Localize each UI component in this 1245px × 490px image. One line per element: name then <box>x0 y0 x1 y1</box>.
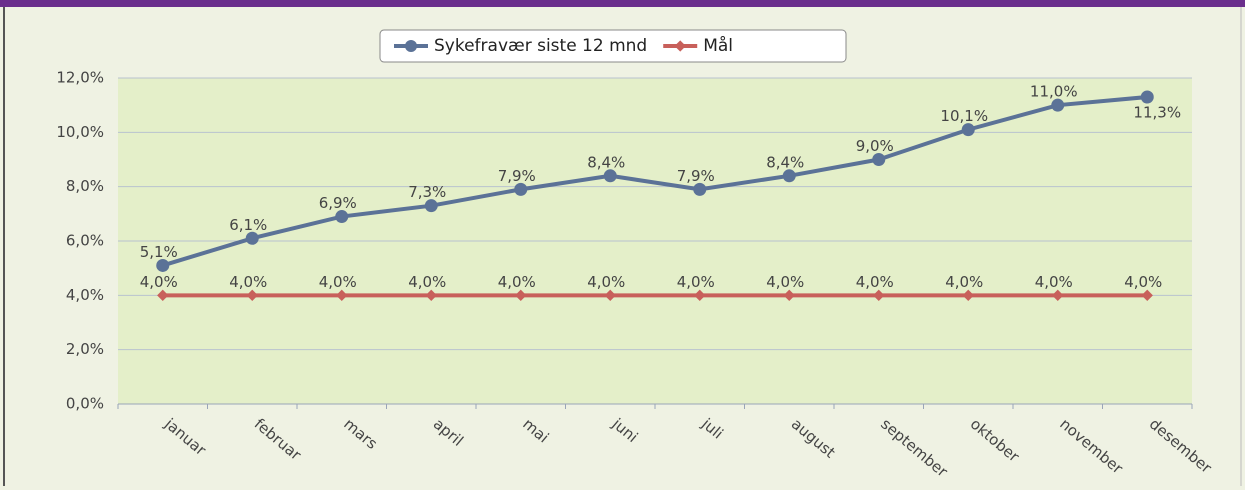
point <box>156 258 170 272</box>
legend-marker <box>405 40 417 52</box>
y-tick-label: 12,0% <box>56 69 104 87</box>
point <box>1052 289 1064 301</box>
data-label: 11,0% <box>1030 83 1078 101</box>
data-label: 11,3% <box>1133 104 1181 122</box>
legend-label: Sykefravær siste 12 mnd <box>434 36 647 56</box>
point <box>782 169 796 183</box>
data-label: 7,9% <box>677 167 715 185</box>
point <box>335 210 349 224</box>
point <box>872 153 886 166</box>
point <box>694 289 706 301</box>
legend-box <box>379 29 847 63</box>
data-label: 4,0% <box>140 273 178 291</box>
data-label: 10,1% <box>940 107 988 125</box>
data-label: 4,0% <box>766 273 804 291</box>
data-label: 4,0% <box>856 273 894 291</box>
point <box>1051 98 1065 112</box>
y-tick-label: 6,0% <box>66 232 104 250</box>
data-label: 4,0% <box>1035 273 1073 291</box>
point <box>424 199 438 213</box>
series-line <box>162 95 1148 268</box>
data-label: 4,0% <box>945 273 983 291</box>
y-tick-label: 0,0% <box>66 395 104 413</box>
data-label: 6,9% <box>319 194 357 212</box>
data-label: 4,0% <box>1124 273 1162 291</box>
point <box>246 289 258 301</box>
point <box>245 231 259 245</box>
data-label: 7,9% <box>498 167 536 185</box>
data-label: 4,0% <box>229 273 267 291</box>
data-label: 4,0% <box>319 273 357 291</box>
point <box>873 289 885 301</box>
legend: Sykefravær siste 12 mnd Mål <box>379 29 847 63</box>
point <box>515 289 527 301</box>
top-bar <box>0 0 1245 7</box>
data-label: 9,0% <box>856 137 894 155</box>
data-label: 6,1% <box>229 216 267 234</box>
point <box>603 169 617 183</box>
point <box>783 289 795 301</box>
y-tick-label: 4,0% <box>66 286 104 304</box>
point <box>604 289 616 301</box>
point <box>514 182 528 196</box>
y-tick-label: 8,0% <box>66 177 104 195</box>
legend-label: Mål <box>703 35 733 56</box>
point <box>962 289 974 301</box>
data-label: 4,0% <box>587 273 625 291</box>
point <box>425 289 437 301</box>
data-label: 4,0% <box>677 273 715 291</box>
point <box>693 182 707 196</box>
data-label: 4,0% <box>498 273 536 291</box>
legend-marker <box>674 40 686 52</box>
point <box>961 123 975 137</box>
data-label: 5,1% <box>140 243 178 261</box>
point <box>1141 289 1153 301</box>
point <box>1140 90 1154 104</box>
data-label: 4,0% <box>408 273 446 291</box>
point <box>157 289 169 301</box>
y-tick-label: 10,0% <box>56 123 104 141</box>
data-label: 8,4% <box>766 153 804 171</box>
point <box>336 289 348 301</box>
data-label: 8,4% <box>587 153 625 171</box>
data-label: 7,3% <box>408 183 446 201</box>
y-tick-label: 2,0% <box>66 340 104 358</box>
